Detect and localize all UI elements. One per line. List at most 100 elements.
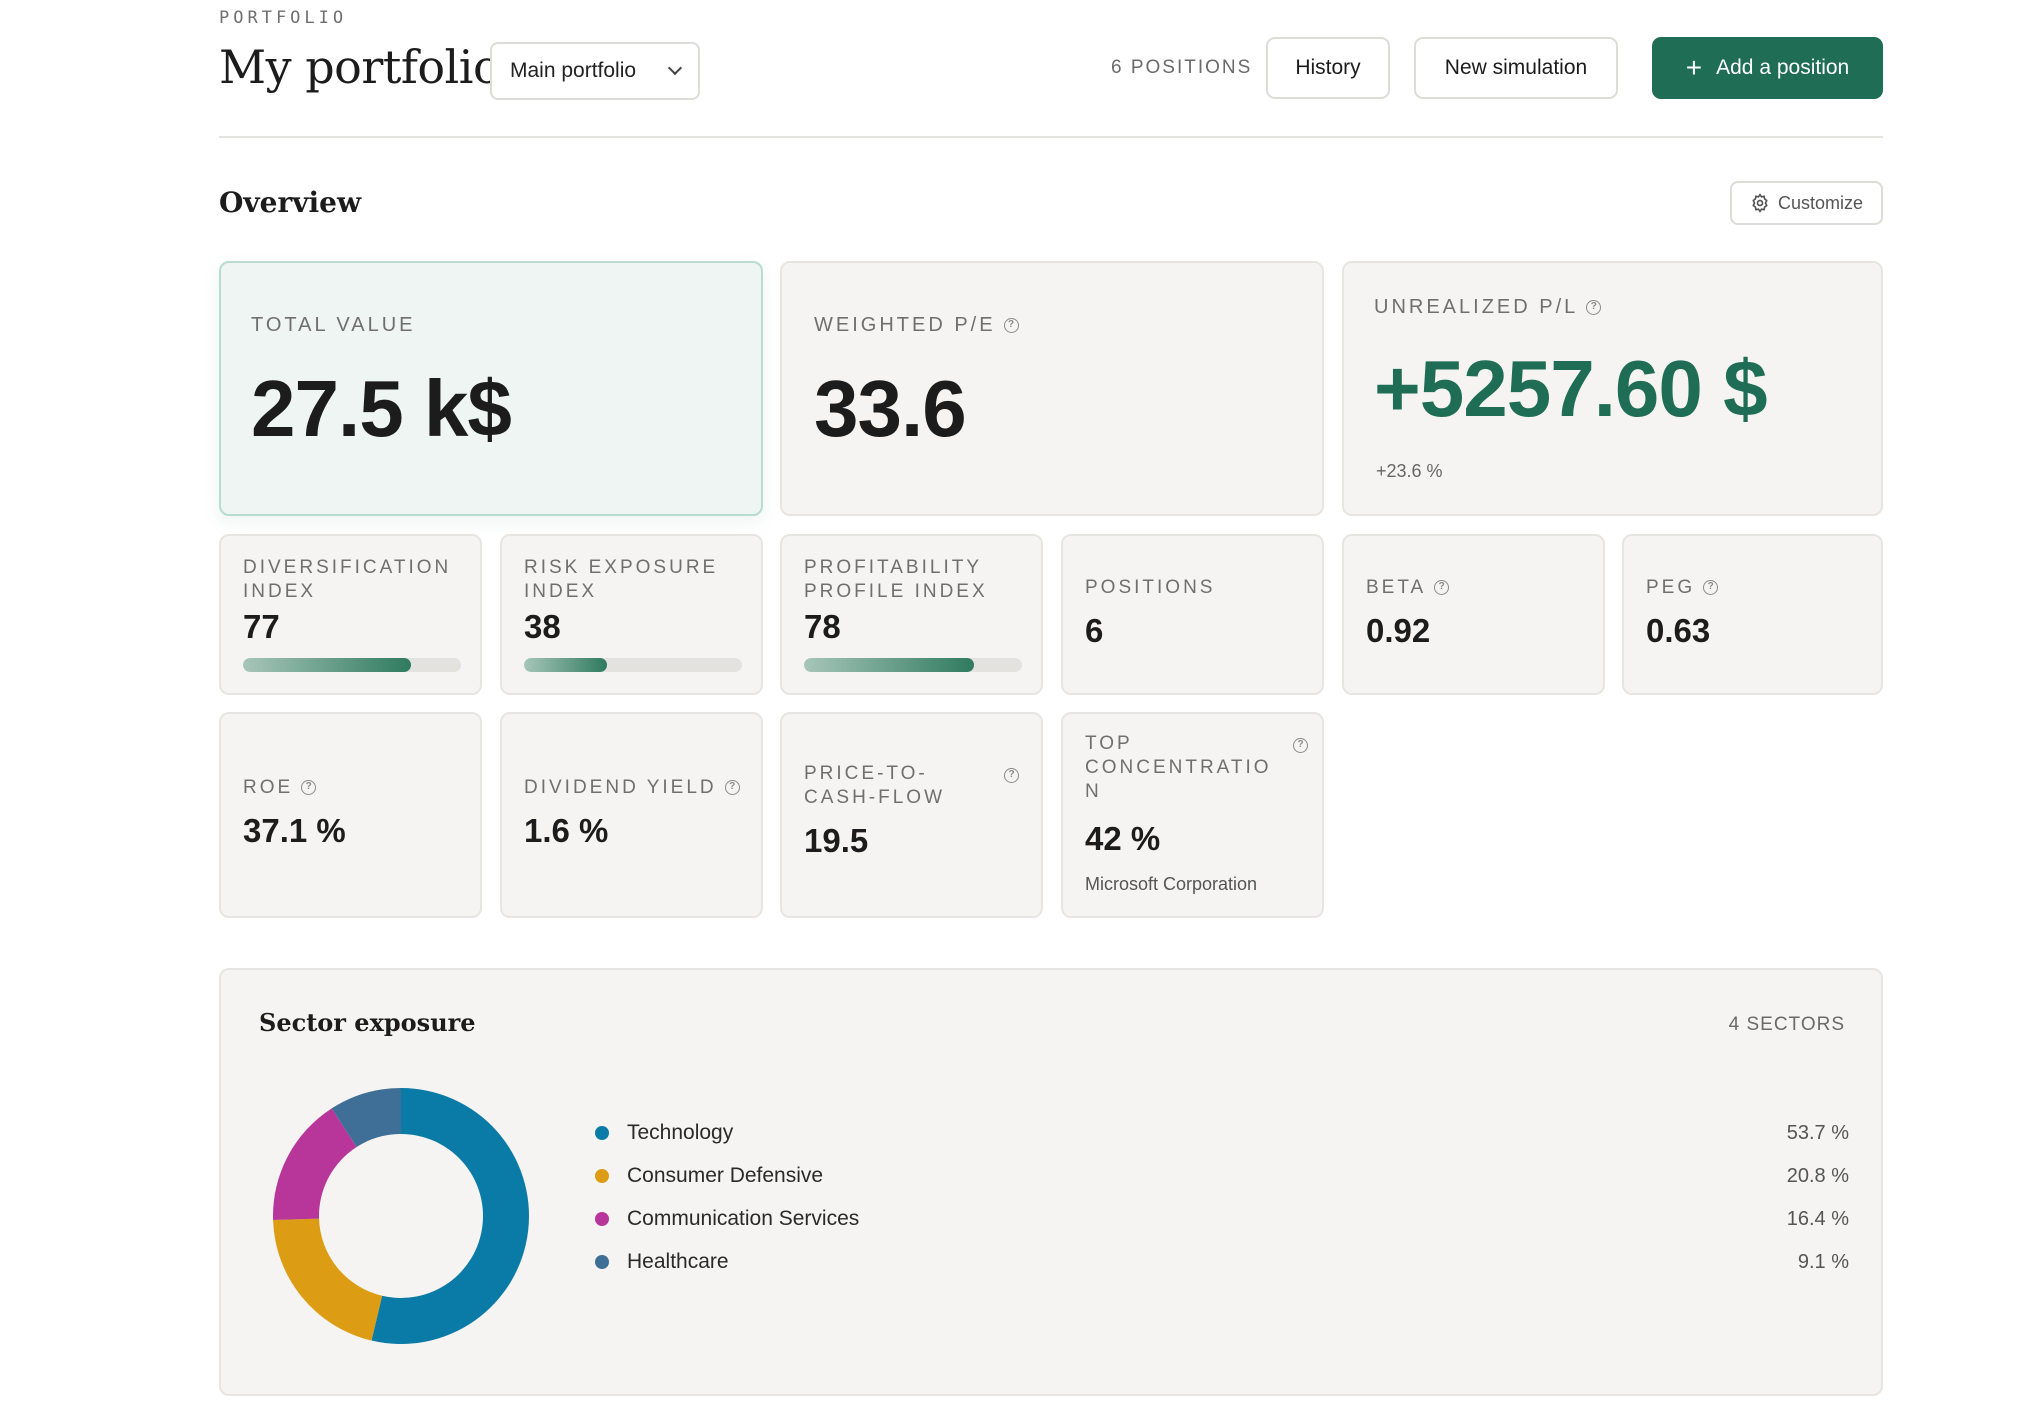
- gear-icon: [1752, 193, 1768, 213]
- profitability-card: PROFITABILITY PROFILE INDEX 78: [780, 534, 1043, 695]
- risk-exposure-label-line1: RISK EXPOSURE: [524, 557, 719, 578]
- profitability-bar: [804, 658, 1022, 672]
- legend-item: Healthcare 9.1 %: [593, 1247, 1849, 1277]
- legend-label: Technology: [627, 1121, 734, 1144]
- donut-slice-healthcare[interactable]: [331, 1088, 401, 1148]
- beta-label: BETA: [1366, 577, 1427, 598]
- overview-title: Overview: [219, 186, 362, 219]
- legend-percent: 16.4 %: [1786, 1207, 1849, 1230]
- chevron-down-icon: [667, 60, 683, 76]
- help-icon[interactable]: ?: [1293, 738, 1308, 753]
- unrealized-pl-card: UNREALIZED P/L? +5257.60 $ +23.6 %: [1342, 261, 1883, 516]
- beta-card: BETA? 0.92: [1342, 534, 1605, 695]
- portfolio-select[interactable]: Main portfolio: [490, 42, 700, 100]
- diversification-card: DIVERSIFICATION INDEX 77: [219, 534, 482, 695]
- legend-label: Consumer Defensive: [627, 1164, 824, 1187]
- profitability-label: PROFITABILITY PROFILE INDEX: [804, 556, 988, 604]
- price-to-cash-flow-card: PRICE-TO- CASH-FLOW ? 19.5: [780, 712, 1043, 918]
- help-icon[interactable]: ?: [1703, 580, 1719, 596]
- risk-exposure-label-line2: INDEX: [524, 581, 598, 602]
- risk-exposure-bar: [524, 658, 742, 672]
- top-concentration-label-line1: TOP: [1085, 733, 1133, 754]
- risk-exposure-value: 38: [524, 608, 561, 645]
- dividend-yield-value: 1.6 %: [524, 812, 609, 849]
- diversification-label-line1: DIVERSIFICATION: [243, 557, 452, 578]
- unrealized-pl-label: UNREALIZED P/L: [1374, 296, 1579, 318]
- profitability-value: 78: [804, 608, 841, 645]
- sector-count: 4 SECTORS: [1728, 1014, 1845, 1035]
- unrealized-pl-percent: +23.6 %: [1376, 461, 1443, 481]
- top-concentration-value: 42 %: [1085, 820, 1161, 857]
- donut-slice-communication-services[interactable]: [273, 1108, 357, 1221]
- help-icon[interactable]: ?: [1004, 768, 1019, 783]
- portfolio-select-value: Main portfolio: [510, 59, 637, 82]
- top-concentration-company: Microsoft Corporation: [1085, 874, 1258, 894]
- weighted-pe-label: WEIGHTED P/E: [814, 314, 996, 336]
- price-to-cash-flow-value: 19.5: [804, 822, 869, 859]
- profitability-label-line2: PROFILE INDEX: [804, 581, 988, 602]
- help-icon[interactable]: ?: [724, 780, 740, 796]
- donut-slice-technology[interactable]: [371, 1088, 529, 1344]
- dividend-yield-card: DIVIDEND YIELD? 1.6 %: [500, 712, 763, 918]
- top-concentration-label-line3: N: [1085, 781, 1102, 802]
- legend-item: Consumer Defensive 20.8 %: [593, 1161, 1849, 1191]
- legend-percent: 53.7 %: [1786, 1121, 1849, 1144]
- sector-exposure-card: Sector exposure 4 SECTORS Technology 53.7…: [219, 968, 1883, 1396]
- donut-slice-consumer-defensive[interactable]: [273, 1218, 383, 1341]
- page-eyebrow: PORTFOLIO: [219, 8, 348, 28]
- positions-value: 6: [1085, 612, 1104, 649]
- diversification-bar: [243, 658, 461, 672]
- legend-item: Technology 53.7 %: [593, 1118, 1849, 1148]
- diversification-bar-fill: [243, 658, 411, 672]
- price-to-cash-flow-label-line1: PRICE-TO-: [804, 763, 928, 784]
- unrealized-pl-value: +5257.60 $: [1374, 344, 1768, 433]
- peg-value: 0.63: [1646, 612, 1711, 649]
- roe-card: ROE? 37.1 %: [219, 712, 482, 918]
- diversification-label-line2: INDEX: [243, 581, 317, 602]
- profitability-bar-fill: [804, 658, 975, 672]
- legend-dot-icon: [595, 1126, 609, 1140]
- weighted-pe-card: WEIGHTED P/E? 33.6: [780, 261, 1324, 516]
- dividend-yield-label-wrap: DIVIDEND YIELD?: [524, 776, 740, 800]
- risk-exposure-label: RISK EXPOSURE INDEX: [524, 556, 718, 604]
- positions-card: POSITIONS 6: [1061, 534, 1324, 695]
- peg-label: PEG: [1646, 577, 1696, 598]
- legend-percent: 9.1 %: [1797, 1250, 1849, 1273]
- roe-label-wrap: ROE?: [243, 776, 317, 800]
- risk-exposure-card: RISK EXPOSURE INDEX 38: [500, 534, 763, 695]
- top-concentration-card: TOP CONCENTRATIO N ? 42 % Microsoft Corp…: [1061, 712, 1324, 918]
- page-title: My portfolio: [219, 40, 501, 94]
- positions-count: 6 POSITIONS: [1111, 57, 1253, 78]
- help-icon[interactable]: ?: [301, 780, 317, 796]
- help-icon[interactable]: ?: [1586, 300, 1602, 316]
- unrealized-pl-label-wrap: UNREALIZED P/L?: [1374, 295, 1602, 319]
- legend-dot-icon: [595, 1255, 609, 1269]
- diversification-label: DIVERSIFICATION INDEX: [243, 556, 451, 604]
- beta-label-wrap: BETA?: [1366, 576, 1450, 600]
- diversification-value: 77: [243, 608, 280, 645]
- legend-label: Communication Services: [627, 1207, 860, 1230]
- beta-value: 0.92: [1366, 612, 1431, 649]
- customize-button[interactable]: Customize: [1730, 181, 1883, 225]
- profitability-label-line1: PROFITABILITY: [804, 557, 983, 578]
- help-icon[interactable]: ?: [1003, 318, 1019, 334]
- top-concentration-label: TOP CONCENTRATIO N: [1085, 732, 1272, 804]
- customize-button-label: Customize: [1777, 192, 1864, 213]
- sector-exposure-title: Sector exposure: [259, 1008, 476, 1037]
- peg-label-wrap: PEG?: [1646, 576, 1719, 600]
- total-value-value: 27.5 k$: [251, 364, 512, 453]
- sector-donut-chart: [273, 1088, 529, 1344]
- legend-dot-icon: [595, 1169, 609, 1183]
- new-simulation-button[interactable]: New simulation: [1414, 37, 1618, 99]
- history-button-label: History: [1295, 56, 1361, 79]
- price-to-cash-flow-label: PRICE-TO- CASH-FLOW: [804, 762, 945, 810]
- add-position-button[interactable]: + Add a position: [1652, 37, 1883, 99]
- history-button[interactable]: History: [1266, 37, 1390, 99]
- legend-percent: 20.8 %: [1786, 1164, 1849, 1187]
- risk-exposure-bar-fill: [524, 658, 607, 672]
- header-divider: [219, 136, 1883, 138]
- help-icon[interactable]: ?: [1434, 580, 1450, 596]
- legend-dot-icon: [595, 1212, 609, 1226]
- price-to-cash-flow-label-line2: CASH-FLOW: [804, 787, 945, 808]
- peg-card: PEG? 0.63: [1622, 534, 1883, 695]
